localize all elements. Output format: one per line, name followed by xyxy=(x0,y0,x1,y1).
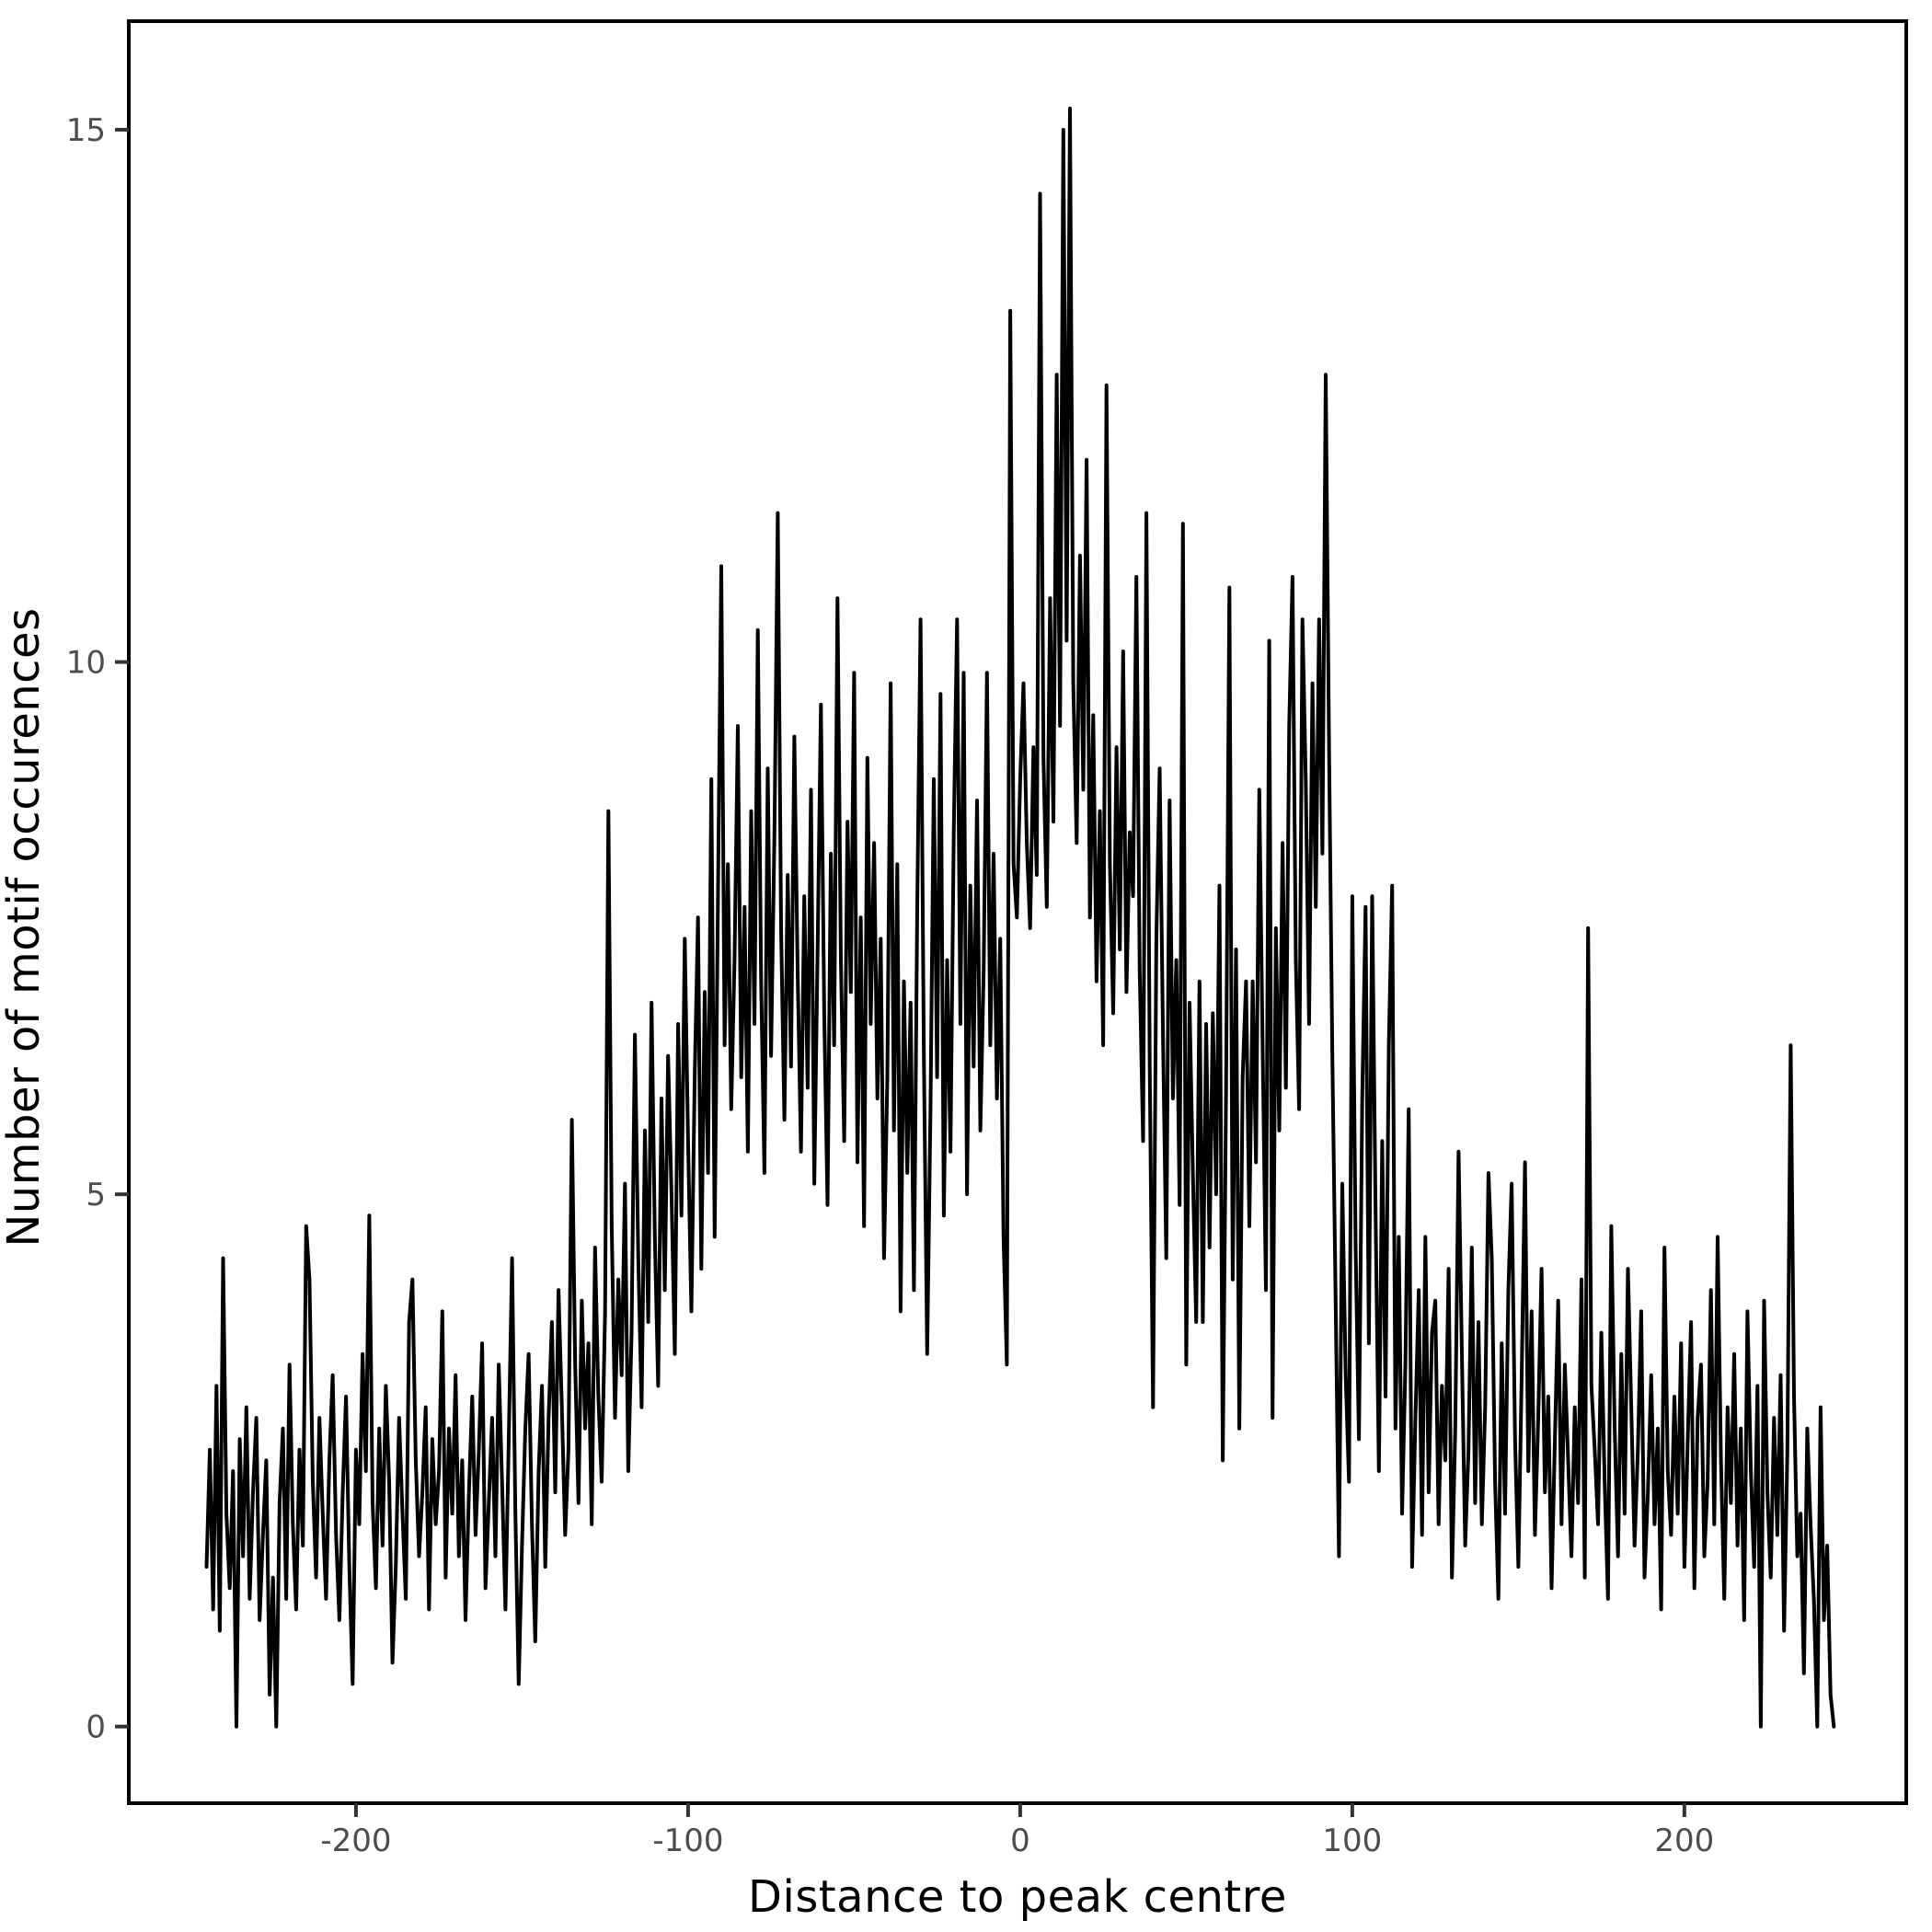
x-tick-label: -100 xyxy=(652,1823,723,1859)
x-tick-label: -200 xyxy=(320,1823,391,1859)
x-tick-label: 200 xyxy=(1654,1823,1714,1859)
x-axis-title: Distance to peak centre xyxy=(748,1871,1287,1923)
y-tick-label: 0 xyxy=(86,1709,106,1746)
y-tick-label: 15 xyxy=(66,112,106,149)
x-tick-label: 0 xyxy=(1010,1823,1030,1859)
x-tick-label: 100 xyxy=(1322,1823,1382,1859)
series-polyline xyxy=(204,106,1836,1729)
x-axis-ticks xyxy=(353,1803,1686,1817)
y-tick-label: 5 xyxy=(86,1177,106,1213)
y-tick-label: 10 xyxy=(66,645,106,682)
y-axis-tick-labels: 0 5 10 15 xyxy=(66,112,106,1746)
y-axis-title: Number of motif occurences xyxy=(0,607,50,1248)
panel-border xyxy=(127,19,1908,1805)
data-series-line xyxy=(204,106,1836,1729)
y-axis-ticks xyxy=(115,128,129,1729)
x-axis-tick-labels: -200 -100 0 100 200 xyxy=(320,1823,1714,1859)
